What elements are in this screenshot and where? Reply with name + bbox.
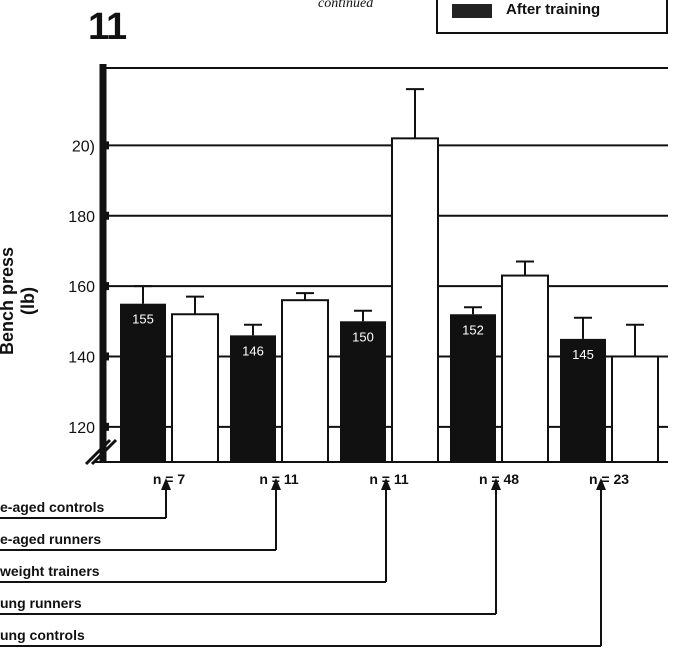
- bar-before-1: [120, 303, 166, 462]
- n-label-4: n = 48: [479, 471, 519, 487]
- arrow-head-4: [491, 478, 501, 490]
- arrow-head-2: [271, 478, 281, 490]
- legend-label-after: After training: [506, 1, 601, 18]
- bar-before-4: [450, 314, 496, 462]
- y-tick-label-180: 180: [68, 209, 95, 226]
- group-label-3: weight trainers: [0, 563, 100, 579]
- bar-after-5: [611, 355, 659, 464]
- bar-value-label-2: 146: [242, 343, 264, 358]
- bar-value-label-5: 145: [572, 347, 594, 362]
- arrow-head-1: [161, 478, 171, 490]
- arrow-head-5: [596, 478, 606, 490]
- bar-before-3: [340, 321, 386, 462]
- group-label-2: e-aged runners: [0, 531, 101, 547]
- arrow-head-3: [381, 478, 391, 490]
- n-label-1: n = 7: [153, 471, 186, 487]
- group-label-4: ung runners: [0, 595, 82, 611]
- y-tick-label-120: 120: [68, 420, 95, 437]
- continued-label: continued: [318, 0, 374, 11]
- legend-swatch-after: [452, 4, 492, 18]
- bar-value-label-4: 152: [462, 322, 484, 337]
- bar-value-label-1: 155: [132, 312, 154, 327]
- n-label-2: n = 11: [259, 471, 299, 487]
- group-label-5: ung controls: [0, 627, 85, 643]
- legend: After training: [436, 0, 668, 34]
- figure-number: 11: [88, 6, 127, 48]
- bar-before-5: [560, 338, 606, 462]
- group-label-1: e-aged controls: [0, 499, 104, 515]
- bar-after-2: [281, 299, 329, 463]
- axis-break-mark-2: [90, 438, 118, 466]
- axis-break-mark-1: [84, 438, 112, 466]
- y-tick-label-140: 140: [68, 349, 95, 366]
- bar-value-label-3: 150: [352, 329, 374, 344]
- bar-before-2: [230, 335, 276, 462]
- y-tick-label-160: 160: [68, 279, 95, 296]
- bar-after-3: [391, 137, 439, 463]
- bar-after-4: [501, 274, 549, 463]
- n-label-5: n = 23: [589, 471, 629, 487]
- n-label-3: n = 11: [369, 471, 409, 487]
- bar-after-1: [171, 313, 219, 463]
- y-tick-label-200: 20): [72, 138, 95, 155]
